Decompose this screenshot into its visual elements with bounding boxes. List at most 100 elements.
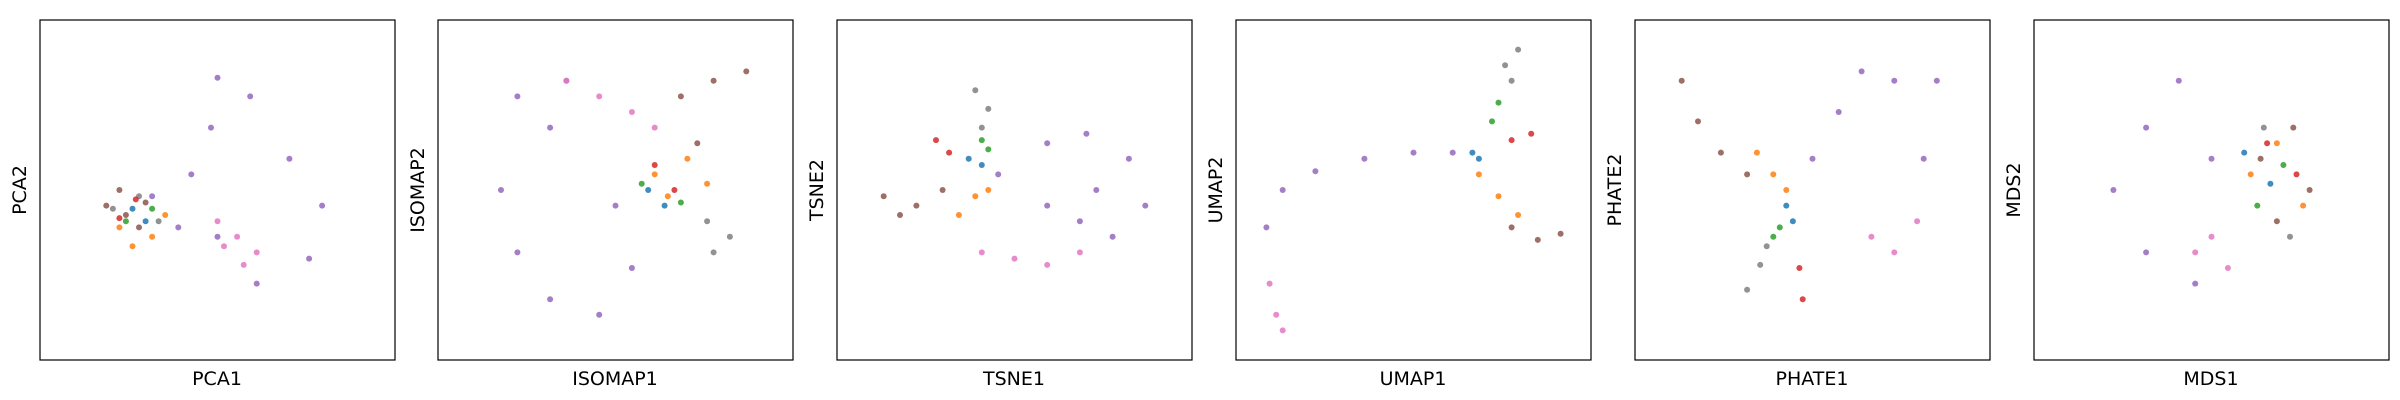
point-series-0-1 <box>1044 140 1051 147</box>
point-series-2-0 <box>880 193 887 200</box>
point-series-0-3 <box>1361 155 1368 162</box>
point-series-6-1 <box>677 199 684 206</box>
point-series-2-3 <box>1744 171 1751 178</box>
point-series-2-3 <box>2273 218 2280 225</box>
point-series-6-1 <box>2280 162 2287 168</box>
point-series-1-2 <box>628 109 635 115</box>
point-series-2-1 <box>897 212 903 218</box>
point-series-0-0 <box>1263 224 1270 231</box>
point-series-6-0 <box>1489 118 1495 125</box>
point-series-2-2 <box>743 68 750 75</box>
point-series-4-0 <box>109 205 116 212</box>
point-series-7-1 <box>116 215 123 222</box>
point-series-1-0 <box>2192 249 2199 256</box>
point-series-0-3 <box>596 311 603 318</box>
point-series-2-0 <box>2257 155 2264 162</box>
point-series-7-0 <box>132 196 139 203</box>
point-series-2-0 <box>1678 77 1685 84</box>
point-series-4-1 <box>2287 233 2293 240</box>
point-series-4-1 <box>726 233 733 240</box>
point-series-4-0 <box>972 87 979 94</box>
point-series-7-1 <box>946 149 953 156</box>
point-series-5-0 <box>129 205 136 212</box>
point-series-3-1 <box>684 155 691 162</box>
point-series-5-1 <box>142 218 149 225</box>
tsne-ylabel: TSNE2 <box>806 159 828 222</box>
isomap-xlabel: ISOMAP1 <box>572 368 658 390</box>
point-series-5-1 <box>1475 155 1482 162</box>
point-series-1-4 <box>221 243 227 250</box>
point-series-1-0 <box>1868 233 1875 240</box>
point-series-1-3 <box>240 261 247 268</box>
point-series-0-1 <box>514 249 521 256</box>
panel-umap: UMAP1 UMAP2 <box>1205 19 1592 390</box>
point-series-3-1 <box>1495 193 1502 200</box>
point-series-1-1 <box>1011 255 1018 262</box>
point-series-0-2 <box>2175 77 2182 84</box>
point-series-1-2 <box>2208 233 2215 240</box>
point-series-0-7 <box>1093 187 1100 193</box>
point-series-4-1 <box>1508 77 1515 84</box>
point-series-0-4 <box>628 265 635 271</box>
point-series-0-2 <box>214 74 221 81</box>
point-series-7-0 <box>1796 265 1803 271</box>
umap-frame <box>1235 19 1592 361</box>
point-series-0-4 <box>1933 77 1940 84</box>
point-series-0-5 <box>1920 155 1927 162</box>
point-series-0-5 <box>1449 149 1456 156</box>
pca-xlabel: PCA1 <box>192 368 242 390</box>
point-series-1-0 <box>1266 280 1273 287</box>
point-series-1-2 <box>1279 327 1286 334</box>
point-series-5-1 <box>661 202 668 209</box>
point-series-1-1 <box>2224 265 2231 271</box>
point-series-1-1 <box>1273 311 1280 318</box>
point-series-3-0 <box>1753 149 1760 156</box>
point-series-3-0 <box>651 171 658 178</box>
point-series-7-1 <box>1799 296 1806 303</box>
point-series-0-0 <box>2110 187 2117 193</box>
point-series-0-6 <box>1076 218 1083 225</box>
umap-ylabel: UMAP2 <box>1205 157 1227 224</box>
point-series-6-1 <box>1495 99 1502 106</box>
point-series-2-0 <box>103 202 110 209</box>
point-series-0-0 <box>995 171 1002 178</box>
point-series-4-0 <box>2260 124 2267 131</box>
point-series-7-0 <box>1508 137 1515 144</box>
point-series-3-0 <box>2247 171 2254 178</box>
point-series-3-2 <box>1515 212 1522 218</box>
point-series-3-1 <box>972 193 979 200</box>
point-series-6-0 <box>2254 202 2261 209</box>
point-series-2-3 <box>116 187 123 193</box>
point-series-2-1 <box>122 212 129 218</box>
point-series-4-0 <box>1502 62 1509 69</box>
point-series-3-2 <box>704 180 711 187</box>
isomap-points <box>498 68 750 318</box>
point-series-0-1 <box>1835 109 1842 115</box>
point-series-6-1 <box>985 146 992 153</box>
point-series-5-1 <box>1789 218 1796 225</box>
point-series-0-7 <box>514 93 521 100</box>
panel-isomap: ISOMAP1 ISOMAP2 <box>407 19 794 390</box>
point-series-3-0 <box>1475 171 1482 178</box>
point-series-4-2 <box>155 218 162 225</box>
point-series-7-1 <box>2293 171 2300 178</box>
point-series-2-4 <box>136 224 142 231</box>
mds-ylabel: MDS2 <box>2003 162 2025 217</box>
pca-frame <box>39 19 396 361</box>
isomap-frame <box>437 19 794 361</box>
point-series-2-0 <box>1508 224 1515 231</box>
point-series-4-0 <box>704 218 711 225</box>
point-series-0-0 <box>498 187 504 193</box>
point-series-0-10 <box>149 193 156 200</box>
point-series-2-0 <box>677 93 684 100</box>
point-series-5-1 <box>2267 180 2274 187</box>
phate-xlabel: PHATE1 <box>1776 368 1849 390</box>
point-series-4-0 <box>1744 286 1751 293</box>
umap-points <box>1263 46 1564 334</box>
isomap-ylabel: ISOMAP2 <box>407 147 429 233</box>
point-series-0-6 <box>547 124 554 131</box>
point-series-6-1 <box>1776 224 1783 231</box>
point-series-0-0 <box>1809 155 1816 162</box>
umap-xlabel: UMAP1 <box>1380 368 1447 390</box>
point-series-6-0 <box>978 137 985 144</box>
